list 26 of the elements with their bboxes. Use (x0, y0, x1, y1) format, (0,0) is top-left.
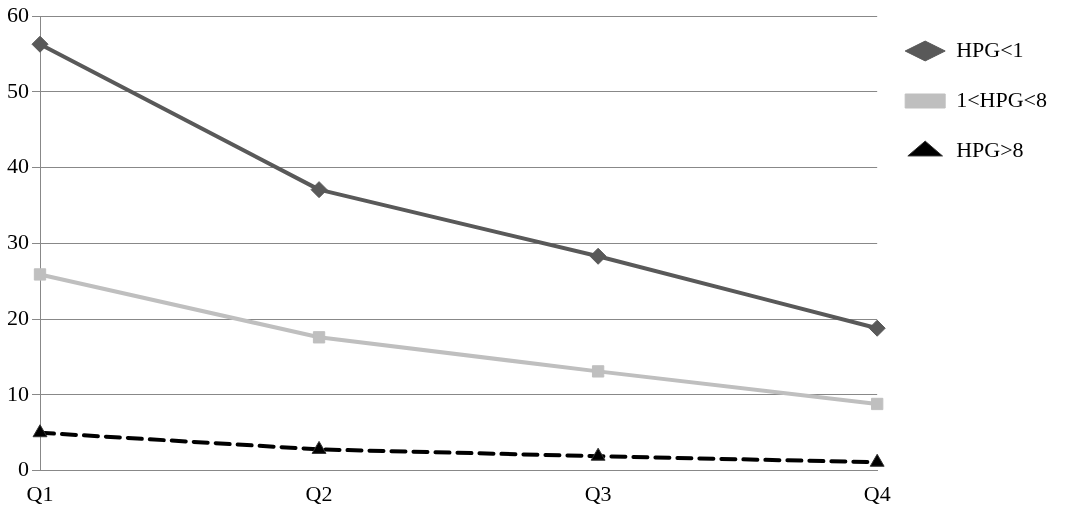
point (871, 397, 884, 411)
y-tick-label: 20 (7, 304, 29, 330)
x-tick-label: Q4 (863, 480, 891, 506)
y-tick-label: 40 (7, 153, 29, 179)
y-tick-label: 50 (7, 77, 29, 103)
point (310, 181, 328, 199)
x-tick-label: Q3 (584, 480, 612, 506)
legend-label: HPG<1 (956, 36, 1024, 62)
y-tick-label: 30 (7, 229, 29, 255)
point (312, 331, 326, 344)
x-tick-label: Q1 (26, 480, 54, 506)
legend-label: HPG>8 (956, 136, 1024, 162)
point (590, 447, 606, 461)
point (33, 268, 47, 281)
point (589, 247, 607, 265)
legend-label: 1<HPG<8 (956, 86, 1047, 112)
point (311, 440, 327, 454)
y-tick-label: 10 (7, 380, 29, 406)
x-tick-label: Q2 (305, 480, 333, 506)
y-tick-label: 0 (18, 456, 29, 482)
point (32, 424, 48, 438)
point (869, 453, 885, 467)
y-tick-label: 60 (7, 1, 29, 27)
point (591, 365, 605, 378)
point (868, 319, 886, 337)
point (31, 35, 49, 53)
